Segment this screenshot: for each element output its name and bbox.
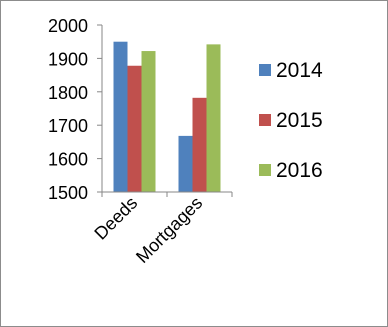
bar-2015-mortgages [192,97,207,192]
legend: 2014 2015 2016 [259,59,323,182]
bars [113,41,221,193]
x-category-label: Deeds [90,193,141,244]
x-category-label: Mortgages [132,193,206,267]
legend-label: 2014 [276,59,323,82]
legend-swatch-2015 [259,114,271,126]
legend-swatch-2014 [259,64,271,76]
axes [101,25,233,197]
y-tick-label: 1500 [48,183,88,203]
bar-2014-deeds [113,41,128,193]
bar-2015-deeds [127,65,142,192]
bar-2016-deeds [141,51,156,192]
bar-2014-mortgages [178,135,193,192]
legend-label: 2015 [276,109,323,132]
legend-label: 2016 [276,159,323,182]
y-axis-ticks: 1500 1600 1700 1800 1900 2000 [48,16,102,203]
y-tick-label: 2000 [48,16,88,36]
legend-swatch-2016 [259,164,271,176]
y-tick-label: 1800 [48,83,88,103]
y-tick-label: 1700 [48,116,88,136]
y-tick-label: 1600 [48,150,88,170]
y-tick-label: 1900 [48,49,88,69]
bar-2016-mortgages [206,44,221,192]
